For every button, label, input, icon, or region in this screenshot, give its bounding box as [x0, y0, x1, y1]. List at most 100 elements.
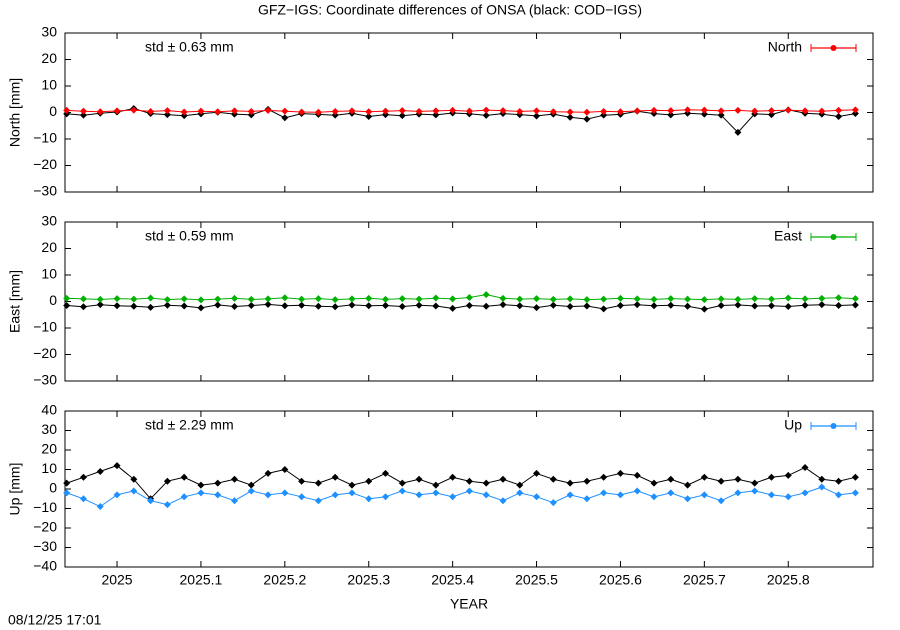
data-point — [281, 114, 289, 122]
data-point — [298, 477, 306, 485]
data-point — [583, 477, 591, 485]
data-point — [214, 108, 222, 116]
data-point — [767, 111, 775, 119]
data-point — [63, 106, 71, 114]
y-tick-label: 20 — [41, 50, 57, 66]
data-point — [79, 495, 87, 503]
data-point — [415, 491, 423, 499]
data-point — [331, 303, 339, 311]
data-point — [801, 301, 809, 309]
data-point — [549, 475, 557, 483]
data-point — [767, 295, 775, 303]
data-point — [130, 106, 138, 114]
data-point — [63, 479, 71, 487]
data-point — [516, 489, 524, 497]
y-tick-label: −30 — [33, 183, 57, 199]
y-tick-label: −30 — [33, 538, 57, 554]
data-point — [96, 108, 104, 116]
data-point — [851, 106, 859, 114]
data-point — [633, 295, 641, 303]
data-point — [684, 295, 692, 303]
data-point — [113, 107, 121, 115]
data-point — [348, 301, 356, 309]
data-point — [197, 304, 205, 312]
data-point — [63, 294, 71, 302]
data-point — [801, 464, 809, 472]
x-tick-label: 2025.6 — [599, 572, 642, 588]
data-point — [717, 477, 725, 485]
data-point — [583, 302, 591, 310]
data-point — [600, 111, 608, 119]
data-point — [298, 108, 306, 116]
data-point — [566, 295, 574, 303]
data-point — [96, 503, 104, 511]
data-point — [784, 471, 792, 479]
data-point — [667, 107, 675, 115]
data-point — [533, 469, 541, 477]
data-point — [835, 106, 843, 114]
data-point — [449, 304, 457, 312]
x-tick-label: 2025 — [101, 572, 132, 588]
data-point — [281, 466, 289, 473]
data-point — [600, 295, 608, 303]
data-point — [432, 481, 440, 489]
y-tick-label: 0 — [49, 292, 57, 308]
data-point — [331, 491, 339, 499]
data-point — [667, 301, 675, 309]
data-point — [566, 113, 574, 121]
data-point — [667, 295, 675, 303]
y-tick-label: 0 — [49, 480, 57, 496]
data-point — [667, 111, 675, 119]
data-point — [700, 296, 708, 304]
data-point — [583, 108, 591, 116]
data-point — [784, 303, 792, 311]
y-tick-label: −10 — [33, 130, 57, 146]
data-point — [784, 106, 792, 114]
data-point — [230, 107, 238, 115]
data-point — [818, 301, 826, 309]
y-tick-label: −20 — [33, 519, 57, 535]
data-point — [835, 491, 843, 499]
data-point — [851, 110, 859, 118]
data-point — [281, 489, 289, 497]
y-tick-label: 10 — [41, 266, 57, 282]
data-point — [818, 107, 826, 115]
x-tick-label: 2025.2 — [263, 572, 306, 588]
data-point — [734, 295, 742, 303]
data-point — [801, 295, 809, 303]
data-point — [79, 473, 87, 481]
legend-marker — [830, 234, 837, 240]
data-point — [700, 305, 708, 313]
data-point — [734, 301, 742, 309]
data-point — [533, 304, 541, 312]
data-point — [549, 301, 557, 309]
data-point — [398, 487, 406, 495]
data-point — [147, 303, 155, 311]
data-point — [784, 493, 792, 501]
data-point — [365, 108, 373, 116]
y-tick-label: 10 — [41, 460, 57, 476]
data-point — [398, 295, 406, 303]
data-point — [667, 475, 675, 483]
data-point — [616, 491, 624, 499]
data-point — [163, 296, 171, 304]
data-point — [482, 302, 490, 310]
data-point — [549, 108, 557, 116]
data-point — [382, 469, 390, 477]
y-tick-label: 30 — [41, 24, 57, 40]
data-point — [667, 489, 675, 497]
data-point — [331, 111, 339, 119]
data-point — [516, 295, 524, 303]
data-point — [147, 497, 155, 505]
data-point — [113, 302, 121, 310]
data-point — [365, 112, 373, 120]
data-point — [214, 301, 222, 309]
legend-label: North — [768, 39, 802, 55]
data-point — [835, 477, 843, 485]
data-point — [298, 295, 306, 303]
legend-label: Up — [784, 417, 802, 433]
data-point — [633, 471, 641, 479]
data-point — [365, 495, 373, 503]
data-point — [684, 302, 692, 310]
